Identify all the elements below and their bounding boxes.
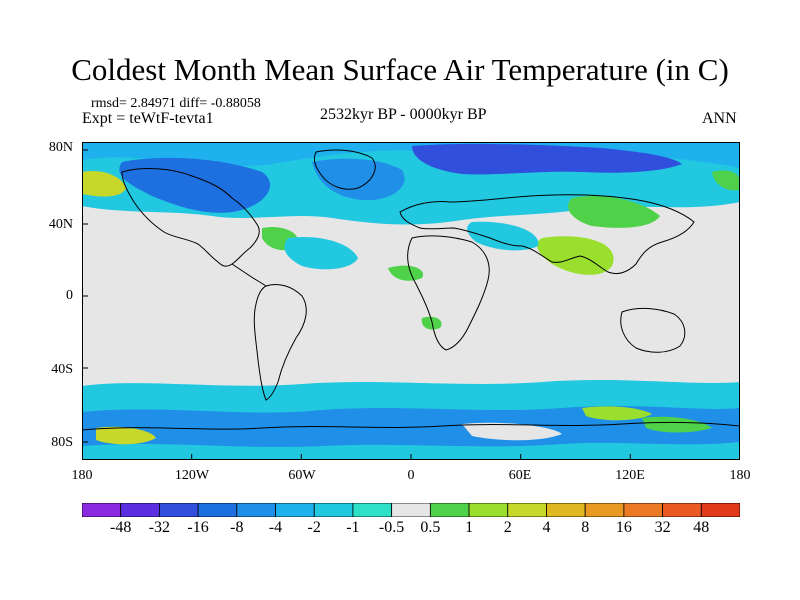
colorbar-label: 32 bbox=[654, 519, 671, 536]
colorbar-label: 2 bbox=[503, 519, 512, 536]
ross-sea-warm bbox=[96, 426, 156, 445]
lon-label-120e: 120E bbox=[615, 468, 645, 483]
axis-ticks bbox=[82, 149, 631, 460]
colorbar-label: 48 bbox=[693, 519, 710, 536]
lon-label-60e: 60E bbox=[508, 468, 532, 483]
season-label: ANN bbox=[702, 110, 737, 127]
period-label: 2532kyr BP - 0000kyr BP bbox=[320, 106, 487, 123]
colorbar-swatch bbox=[352, 503, 393, 517]
mediterranean-cool bbox=[467, 221, 539, 251]
colorbar-swatch bbox=[275, 503, 315, 517]
lat-label-40s: 40S bbox=[51, 362, 73, 377]
south-asia-warm bbox=[537, 236, 614, 275]
siberia-cold bbox=[412, 143, 682, 175]
colorbar-swatch bbox=[120, 503, 160, 517]
experiment-label: Expt = teWtF-tevta1 bbox=[82, 110, 214, 127]
central-america-coast bbox=[231, 263, 267, 287]
stats-label: rmsd= 2.84971 diff= -0.88058 bbox=[91, 96, 261, 111]
colorbar-label: -4 bbox=[268, 519, 283, 536]
colorbar-label: -16 bbox=[187, 519, 209, 536]
lat-label-80n: 80N bbox=[48, 140, 73, 155]
colorbar-swatch bbox=[82, 503, 122, 517]
africa-coast bbox=[407, 235, 490, 351]
colorbar-label: -1 bbox=[346, 519, 360, 536]
colorbar-swatch bbox=[700, 503, 740, 517]
wilkes-warm bbox=[642, 416, 712, 433]
colorbar-label: -8 bbox=[230, 519, 244, 536]
colorbar-swatch bbox=[507, 503, 547, 517]
colorbar bbox=[82, 503, 740, 517]
colorbar-label: -0.5 bbox=[378, 519, 405, 536]
colorbar-swatch bbox=[236, 503, 276, 517]
colorbar-swatch bbox=[159, 503, 199, 517]
south-america-coast bbox=[253, 283, 307, 401]
greenland-coast bbox=[313, 149, 376, 190]
east-asia-warm bbox=[568, 196, 660, 228]
greenland-cold bbox=[312, 158, 405, 201]
lon-label-0: 0 bbox=[407, 468, 415, 483]
colorbar-swatch bbox=[546, 503, 586, 517]
mid-atlantic-cool bbox=[284, 236, 358, 270]
sahara-warm bbox=[388, 265, 424, 281]
lon-label-60w: 60W bbox=[288, 468, 316, 483]
colorbar-label: 0.5 bbox=[420, 519, 441, 536]
colorbar-label: 1 bbox=[465, 519, 474, 536]
shaded-regions bbox=[82, 142, 740, 460]
africa-warm bbox=[421, 316, 442, 330]
lat-label-eq: 0 bbox=[66, 288, 73, 303]
colorbar-label: 16 bbox=[615, 519, 632, 536]
australia-coast bbox=[620, 307, 686, 353]
east-antarctic-warm bbox=[582, 406, 652, 421]
colorbar-label: -2 bbox=[307, 519, 321, 536]
lon-label-120w: 120W bbox=[174, 468, 210, 483]
colorbar-swatch bbox=[197, 503, 238, 517]
colorbar-swatch bbox=[313, 503, 354, 517]
plot-title: Coldest Month Mean Surface Air Temperatu… bbox=[71, 52, 729, 87]
colorbar-label: -32 bbox=[148, 519, 171, 536]
lat-label-40n: 40N bbox=[48, 217, 73, 232]
antarctica-coast bbox=[82, 421, 740, 431]
lon-label-180w: 180 bbox=[71, 468, 93, 483]
north-america-cold bbox=[119, 157, 271, 213]
beringia-warm bbox=[712, 170, 740, 191]
lat-label-80s: 80S bbox=[51, 435, 73, 450]
lon-label-180e: 180 bbox=[729, 468, 751, 483]
colorbar-label: -48 bbox=[110, 519, 132, 536]
colorbar-swatch bbox=[429, 503, 470, 517]
colorbar-swatch bbox=[391, 503, 431, 517]
colorbar-swatch bbox=[584, 503, 625, 517]
colorbar-label: 8 bbox=[581, 519, 590, 536]
colorbar-swatch bbox=[623, 503, 663, 517]
antarctic-neutral bbox=[462, 422, 562, 441]
alaska-warm bbox=[82, 170, 126, 197]
coastlines bbox=[82, 149, 740, 431]
colorbar-swatch bbox=[662, 503, 702, 517]
colorbar-swatch bbox=[468, 503, 509, 517]
antarctic-coast-cold bbox=[82, 406, 740, 447]
colorbar-label: 4 bbox=[542, 519, 551, 536]
temperature-map bbox=[82, 142, 740, 460]
eurasia-coast bbox=[399, 194, 695, 275]
